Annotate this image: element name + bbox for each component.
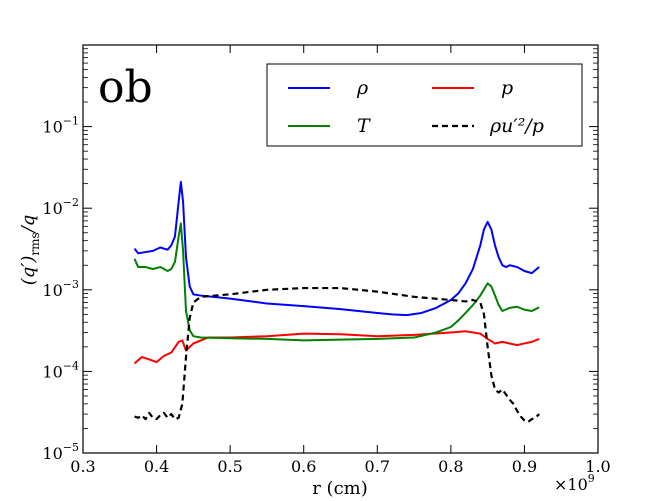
legend-label-rho: ρ xyxy=(356,77,369,99)
y-tick-label: 10−5 xyxy=(42,441,79,463)
x-axis-label: r (cm) xyxy=(312,478,368,499)
y-tick-label: 10−1 xyxy=(42,115,79,137)
y-axis-label-sub: rms xyxy=(28,232,42,255)
label-layer: 0.3 0.4 0.5 0.6 0.7 0.8 0.9 1.0 10−5 10−4 10−3 10−2… xyxy=(42,115,610,476)
legend: ρ p T ρu′²/p xyxy=(266,63,583,147)
x-tick-label: 0.3 xyxy=(70,457,95,476)
x-tick-label: 1.0 xyxy=(585,457,610,476)
x-tick-label: 0.7 xyxy=(365,457,390,476)
legend-box xyxy=(266,63,583,147)
x-tick-label: 0.5 xyxy=(217,457,242,476)
series-line-1 xyxy=(133,330,540,365)
legend-label-flux: ρu′²/p xyxy=(489,115,544,137)
x-tick-label: 0.4 xyxy=(144,457,169,476)
series-line-0 xyxy=(133,180,540,317)
series-line-2 xyxy=(133,222,540,342)
y-tick-label: 10−2 xyxy=(42,196,79,218)
y-axis-label-main: (q′) xyxy=(18,256,39,286)
y-tick-label: 10−3 xyxy=(42,278,79,300)
legend-label-p: p xyxy=(501,77,513,99)
panel-label: ob xyxy=(98,62,153,113)
y-axis-label-tail: /q xyxy=(18,215,39,235)
legend-label-T: T xyxy=(357,115,371,137)
x-scale-base: ×10 xyxy=(554,475,588,494)
plot-frame xyxy=(82,44,599,454)
x-scale-exponent: 9 xyxy=(588,472,595,485)
y-axis-label: (q′)rms/q xyxy=(18,215,42,286)
y-tick-label: 10−4 xyxy=(42,359,79,381)
x-tick-label: 0.8 xyxy=(438,457,463,476)
series-layer xyxy=(133,180,540,424)
x-tick-label: 0.9 xyxy=(512,457,537,476)
x-tick-label: 0.6 xyxy=(291,457,316,476)
series-line-3 xyxy=(134,286,540,424)
x-scale-factor: ×109 xyxy=(554,472,595,494)
